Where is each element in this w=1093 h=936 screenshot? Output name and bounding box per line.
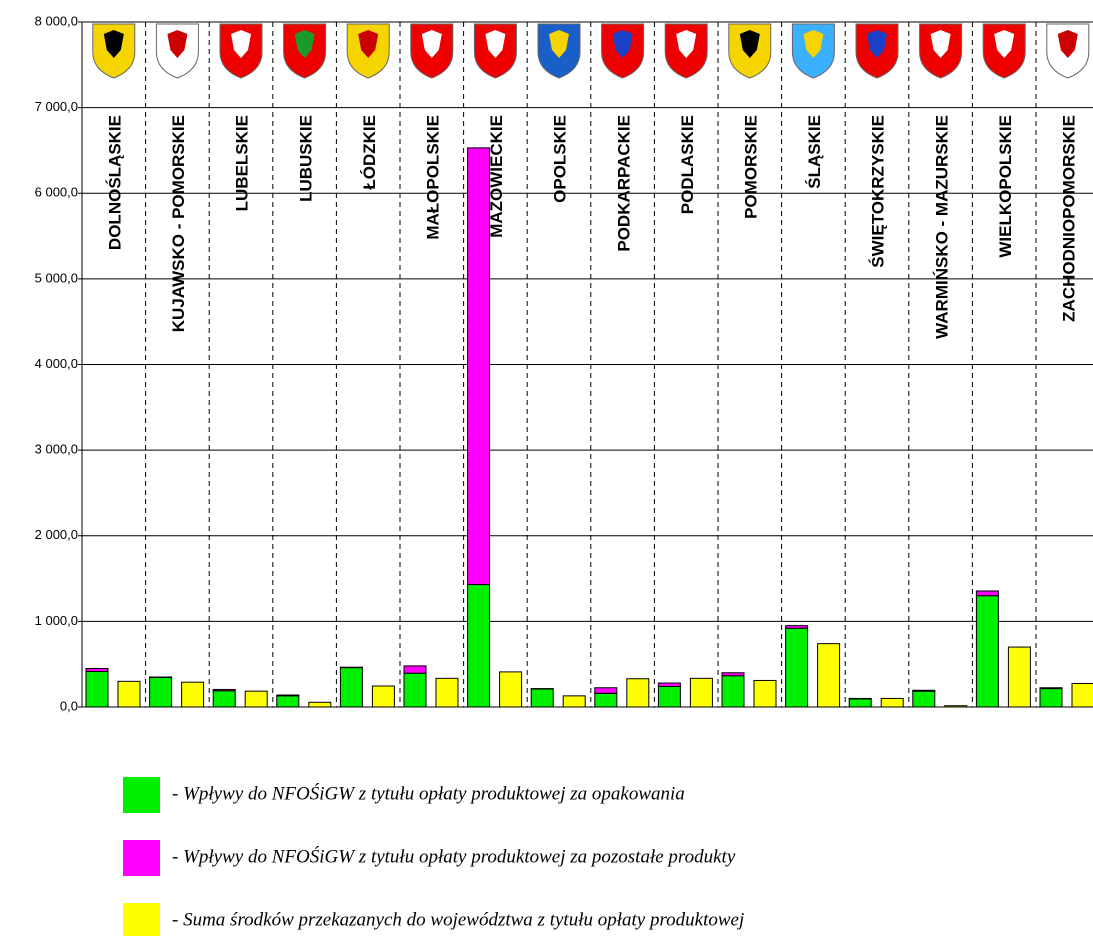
category-label: DOLNOŚLĄSKIE: [105, 115, 124, 250]
bar: [562, 695, 586, 708]
bar: [689, 677, 713, 708]
coat-of-arms-emblem: [1057, 30, 1078, 58]
y-tick-label: 8 000,0: [35, 13, 78, 28]
bar: [467, 147, 491, 586]
bar: [721, 675, 745, 708]
bar: [308, 701, 332, 708]
bar: [276, 695, 300, 708]
coat-of-arms-emblem: [867, 30, 887, 58]
category-label: ŚWIĘTOKRZYSKIE: [869, 115, 888, 268]
category-label: ŁÓDZKIE: [360, 115, 379, 190]
bar: [117, 680, 141, 708]
bar: [657, 685, 681, 708]
bar: [435, 677, 459, 708]
coat-of-arms-emblem: [358, 30, 379, 58]
y-tick-label: 2 000,0: [35, 527, 78, 542]
bar: [403, 672, 427, 708]
y-tick-label: 0,0: [60, 698, 78, 713]
bar: [276, 694, 300, 697]
y-tick-label: 6 000,0: [35, 185, 78, 200]
coat-of-arms-emblem: [167, 30, 188, 58]
bar: [530, 688, 554, 708]
legend-swatch: [123, 840, 160, 876]
bar: [785, 627, 809, 708]
coat-of-arms-emblem: [103, 30, 124, 58]
bar: [149, 676, 173, 708]
bar: [721, 672, 745, 677]
y-tick-label: 1 000,0: [35, 613, 78, 628]
bar: [657, 682, 681, 687]
category-label: OPOLSKIE: [551, 115, 570, 203]
bar: [85, 670, 109, 708]
category-label: ŚLĄSKIE: [805, 115, 824, 189]
bar: [212, 688, 236, 692]
bar: [1039, 687, 1063, 690]
category-label: ZACHODNIOPOMORSKIE: [1059, 115, 1078, 322]
bar: [753, 679, 777, 708]
coat-of-arms-emblem: [803, 30, 824, 58]
bar: [85, 667, 109, 672]
bar: [817, 643, 841, 708]
coat-of-arms-emblem: [231, 30, 251, 58]
bar: [339, 667, 363, 708]
bar: [912, 690, 936, 708]
category-label: MAŁOPOLSKIE: [423, 115, 442, 240]
bar: [467, 584, 491, 708]
y-tick-label: 5 000,0: [35, 270, 78, 285]
legend-label: - Suma środków przekazanych do województ…: [172, 909, 744, 930]
bar: [181, 681, 205, 708]
bar: [785, 625, 809, 629]
bar: [594, 692, 618, 708]
category-label: WIELKOPOLSKIE: [996, 115, 1015, 258]
y-tick-label: 4 000,0: [35, 356, 78, 371]
bar: [912, 689, 936, 692]
bar: [499, 671, 523, 708]
bar: [1071, 682, 1093, 708]
bar: [403, 665, 427, 674]
coat-of-arms-emblem: [930, 30, 951, 58]
category-label: WARMIŃSKO - MAZURSKIE: [932, 115, 951, 339]
bar: [1039, 688, 1063, 708]
coat-of-arms-emblem: [485, 30, 506, 58]
coat-of-arms-emblem: [421, 30, 442, 58]
y-tick-label: 3 000,0: [35, 442, 78, 457]
coat-of-arms-emblem: [676, 30, 697, 58]
bar: [244, 690, 268, 708]
coat-of-arms-emblem: [994, 30, 1015, 58]
coat-of-arms-emblem: [612, 30, 633, 58]
y-tick-label: 7 000,0: [35, 99, 78, 114]
bar: [371, 685, 395, 708]
bar: [1007, 646, 1031, 708]
bar: [626, 678, 650, 708]
bar: [975, 590, 999, 597]
category-label: LUBUSKIE: [296, 115, 315, 202]
legend-label: - Wpływy do NFOŚiGW z tytułu opłaty prod…: [172, 782, 685, 804]
category-label: POMORSKIE: [741, 115, 760, 219]
bar: [975, 595, 999, 708]
legend-label: - Wpływy do NFOŚiGW z tytułu opłaty prod…: [172, 845, 736, 867]
category-label: PODLASKIE: [678, 115, 697, 214]
coat-of-arms-emblem: [294, 30, 315, 58]
bar: [880, 697, 904, 708]
category-label: PODKARPACKIE: [614, 115, 633, 252]
category-label: KUJAWSKO - POMORSKIE: [169, 115, 188, 332]
legend-swatch: [123, 903, 160, 936]
legend-swatch: [123, 777, 160, 813]
coat-of-arms-emblem: [549, 30, 569, 58]
bar: [212, 690, 236, 708]
category-label: MAZOWIECKIE: [487, 115, 506, 238]
category-label: LUBELSKIE: [233, 115, 252, 211]
bar: [848, 698, 872, 708]
coat-of-arms-emblem: [739, 30, 760, 58]
bar: [594, 687, 618, 694]
